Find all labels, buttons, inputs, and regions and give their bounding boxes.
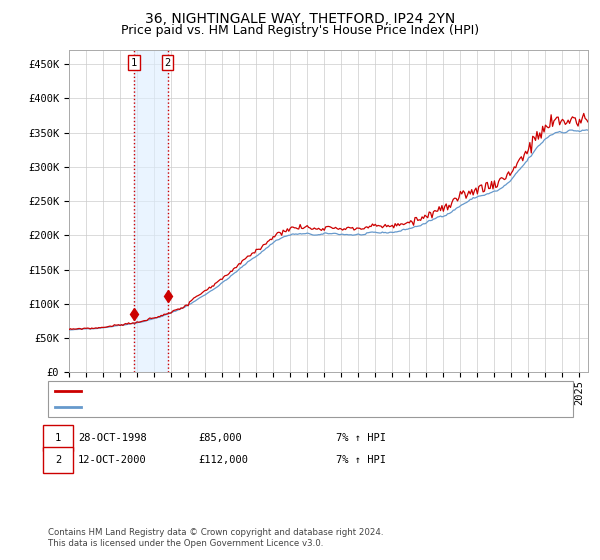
Text: HPI: Average price, detached house, Breckland: HPI: Average price, detached house, Brec… bbox=[87, 402, 368, 412]
Bar bbox=[134, 50, 167, 372]
Text: £85,000: £85,000 bbox=[198, 433, 242, 443]
Text: 12-OCT-2000: 12-OCT-2000 bbox=[78, 455, 147, 465]
Text: 1: 1 bbox=[55, 433, 61, 443]
Text: 36, NIGHTINGALE WAY, THETFORD, IP24 2YN (detached house): 36, NIGHTINGALE WAY, THETFORD, IP24 2YN … bbox=[87, 386, 437, 396]
Text: 7% ↑ HPI: 7% ↑ HPI bbox=[336, 455, 386, 465]
Text: Contains HM Land Registry data © Crown copyright and database right 2024.
This d: Contains HM Land Registry data © Crown c… bbox=[48, 528, 383, 548]
Text: £112,000: £112,000 bbox=[198, 455, 248, 465]
Text: 1: 1 bbox=[131, 58, 137, 68]
Text: 28-OCT-1998: 28-OCT-1998 bbox=[78, 433, 147, 443]
Text: 7% ↑ HPI: 7% ↑ HPI bbox=[336, 433, 386, 443]
Text: 2: 2 bbox=[164, 58, 170, 68]
Text: Price paid vs. HM Land Registry's House Price Index (HPI): Price paid vs. HM Land Registry's House … bbox=[121, 24, 479, 37]
Text: 2: 2 bbox=[55, 455, 61, 465]
Text: 36, NIGHTINGALE WAY, THETFORD, IP24 2YN: 36, NIGHTINGALE WAY, THETFORD, IP24 2YN bbox=[145, 12, 455, 26]
